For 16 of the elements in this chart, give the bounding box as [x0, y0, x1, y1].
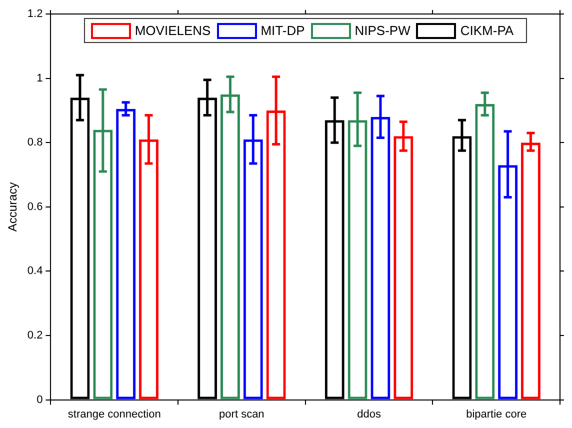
legend-label: MIT-DP: [260, 23, 305, 38]
y-tick-label: 0.6: [27, 200, 43, 213]
x-tick-label: port scan: [219, 408, 264, 420]
legend-label: MOVIELENS: [134, 23, 211, 38]
y-tick-label: 0.4: [27, 265, 43, 278]
y-tick-label: 0.8: [27, 136, 43, 149]
y-tick-label: 0.2: [27, 330, 43, 342]
y-tick-label: 0: [36, 394, 43, 406]
x-tick-label: strange connection: [68, 408, 161, 420]
x-tick-label: ddos: [357, 408, 382, 420]
y-tick-label: 1.2: [27, 8, 43, 20]
legend-label: NIPS-PW: [354, 23, 410, 38]
legend-label: CIKM-PA: [460, 23, 514, 38]
y-tick-label: 1: [36, 72, 43, 84]
x-tick-label: bipartie core: [466, 408, 527, 420]
y-axis-title: Accuracy: [6, 182, 20, 232]
